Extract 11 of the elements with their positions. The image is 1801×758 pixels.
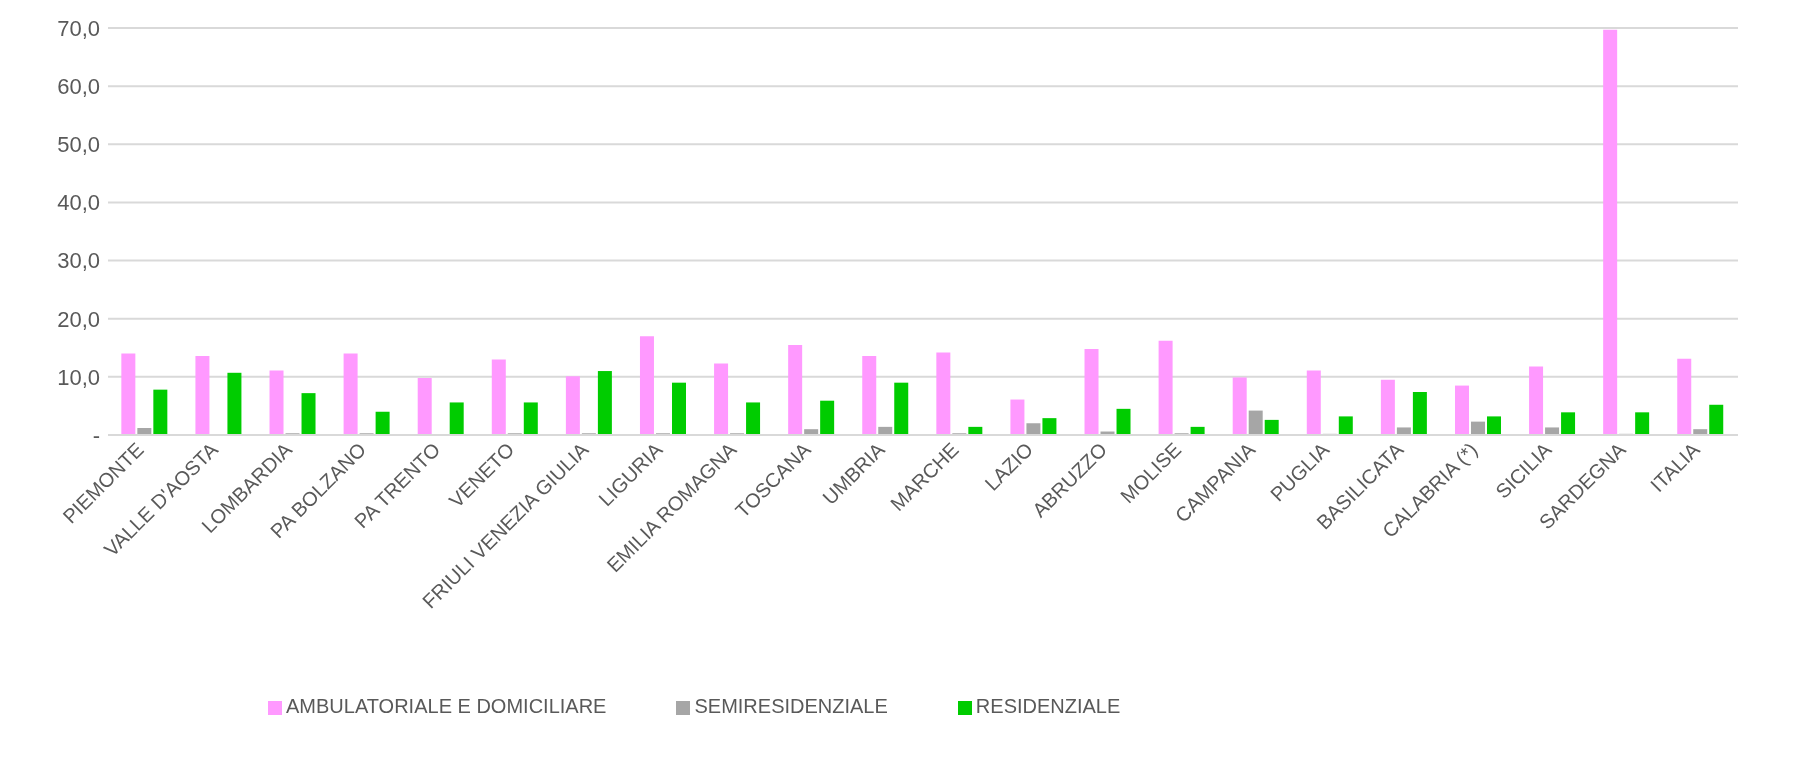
legend-label: AMBULATORIALE E DOMICILIARE	[286, 695, 607, 717]
y-tick-label: 70,0	[57, 15, 100, 41]
y-tick-label: 30,0	[57, 248, 100, 274]
y-tick-label: 20,0	[57, 306, 100, 332]
legend-label: RESIDENZIALE	[975, 695, 1121, 717]
y-tick-label: 10,0	[57, 364, 100, 390]
y-tick-label: 60,0	[57, 73, 100, 99]
y-tick-label: 40,0	[57, 190, 100, 216]
y-tick-label: -	[92, 422, 100, 448]
y-tick-label: 50,0	[57, 132, 100, 158]
legend-label: SEMIRESIDENZIALE	[694, 695, 888, 717]
